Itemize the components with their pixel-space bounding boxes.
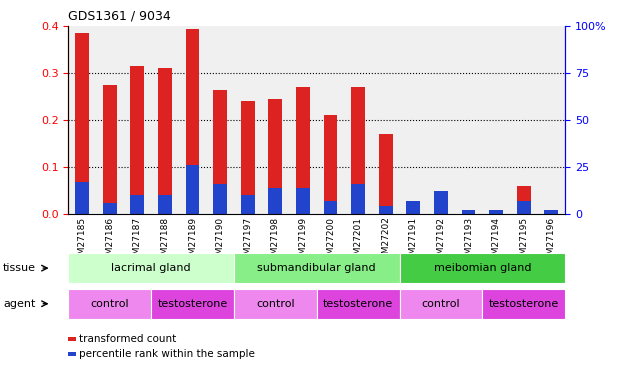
Text: transformed count: transformed count [79, 334, 177, 344]
Text: GDS1361 / 9034: GDS1361 / 9034 [68, 9, 171, 22]
Text: meibomian gland: meibomian gland [433, 263, 531, 273]
Text: control: control [256, 299, 294, 309]
Text: lacrimal gland: lacrimal gland [111, 263, 191, 273]
Bar [351, 184, 365, 214]
Bar [406, 201, 420, 214]
Text: agent: agent [3, 299, 35, 309]
Bar [158, 68, 172, 214]
Bar [130, 66, 144, 214]
Bar [158, 195, 172, 214]
Bar [351, 87, 365, 214]
Bar [517, 201, 530, 214]
Bar [186, 28, 199, 214]
Bar [379, 134, 392, 214]
Bar [241, 195, 255, 214]
Text: testosterone: testosterone [157, 299, 228, 309]
Bar [241, 101, 255, 214]
Bar [296, 87, 310, 214]
Text: testosterone: testosterone [489, 299, 559, 309]
Text: submandibular gland: submandibular gland [257, 263, 376, 273]
Bar [461, 210, 476, 214]
Bar [296, 188, 310, 214]
Text: percentile rank within the sample: percentile rank within the sample [79, 350, 255, 359]
Bar [103, 85, 117, 214]
Bar [545, 210, 558, 214]
Text: tissue: tissue [3, 263, 36, 273]
Bar [379, 206, 392, 214]
Text: testosterone: testosterone [323, 299, 393, 309]
Bar [489, 210, 503, 214]
Bar [434, 195, 448, 214]
Text: control: control [91, 299, 129, 309]
Bar [103, 202, 117, 214]
Bar [75, 182, 89, 214]
Bar [75, 33, 89, 214]
Bar [130, 195, 144, 214]
Bar [517, 186, 530, 214]
Bar [434, 191, 448, 214]
Bar [186, 165, 199, 214]
Bar [324, 116, 337, 214]
Bar [213, 90, 227, 214]
Bar [324, 201, 337, 214]
Text: control: control [422, 299, 460, 309]
Bar [213, 184, 227, 214]
Bar [268, 188, 282, 214]
Bar [268, 99, 282, 214]
